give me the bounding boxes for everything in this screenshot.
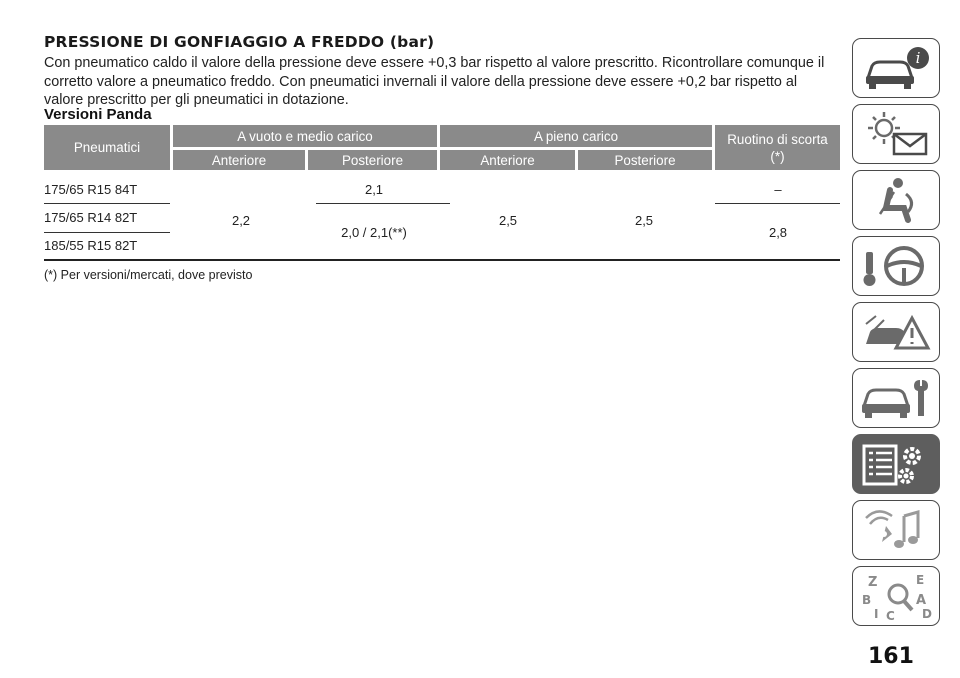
svg-text:A: A: [916, 593, 926, 608]
row-divider: [44, 232, 170, 233]
header-empty-front: Anteriore: [173, 150, 305, 170]
svg-text:E: E: [916, 573, 924, 587]
svg-text:I: I: [874, 607, 878, 621]
header-spare-wheel: Ruotino di scorta (*): [715, 125, 840, 170]
intro-paragraph: Con pneumatico caldo il valore della pre…: [44, 55, 825, 108]
tab-multimedia[interactable]: [852, 500, 940, 560]
tab-safety[interactable]: [852, 170, 940, 230]
row-divider: [715, 203, 840, 204]
specs-list-gear-icon: [862, 444, 921, 486]
header-full-load: A pieno carico: [440, 125, 712, 147]
tab-technical-data[interactable]: [852, 434, 940, 494]
table-bottom-rule: [44, 259, 840, 261]
svg-text:Z: Z: [868, 575, 877, 590]
footnote: (*) Per versioni/mercati, dove previsto: [44, 268, 253, 282]
value-full-front: 2,5: [498, 213, 518, 228]
key-steering-wheel-icon: [863, 246, 924, 286]
header-full-rear: Posteriore: [578, 150, 712, 170]
page-number: 161: [868, 644, 914, 669]
row-tyre-2: 175/65 R14 82T: [44, 210, 138, 225]
row-divider: [44, 203, 170, 204]
value-empty-front: 2,2: [231, 213, 251, 228]
value-empty-rear-row1: 2,1: [364, 182, 384, 197]
car-info-icon: i: [865, 47, 929, 89]
page-title: PRESSIONE DI GONFIAGGIO A FREDDO (bar): [44, 33, 435, 51]
warning-lights-message-icon: [868, 112, 928, 156]
seat-airbag-icon: [878, 178, 913, 223]
car-warning-triangle-icon: [865, 314, 931, 350]
alphabetical-index-icon: Z E B A I C D: [862, 573, 932, 622]
car-wrench-icon: [861, 380, 928, 418]
value-full-rear: 2,5: [634, 213, 654, 228]
row-tyre-1: 175/65 R15 84T: [44, 182, 138, 197]
svg-text:C: C: [886, 609, 895, 622]
tab-index[interactable]: Z E B A I C D: [852, 566, 940, 626]
header-full-front: Anteriore: [440, 150, 575, 170]
section-subtitle: Versioni Panda: [44, 106, 152, 123]
svg-text:i: i: [916, 49, 921, 67]
svg-text:B: B: [862, 593, 871, 607]
tab-car-info[interactable]: i: [852, 38, 940, 98]
row-tyre-3: 185/55 R15 82T: [44, 238, 138, 253]
multimedia-music-icon: [865, 510, 920, 548]
value-spare-row1: –: [774, 182, 782, 197]
tab-warning-lights[interactable]: [852, 104, 940, 164]
svg-text:D: D: [922, 607, 932, 621]
value-spare-row23: 2,8: [768, 225, 788, 240]
value-empty-rear-row23: 2,0 / 2,1(**): [341, 225, 407, 240]
header-tyres: Pneumatici: [44, 125, 170, 170]
row-divider: [316, 203, 450, 204]
tab-maintenance[interactable]: [852, 368, 940, 428]
tab-emergency[interactable]: [852, 302, 940, 362]
header-empty-load: A vuoto e medio carico: [173, 125, 437, 147]
tab-starting-driving[interactable]: [852, 236, 940, 296]
header-empty-rear: Posteriore: [308, 150, 437, 170]
